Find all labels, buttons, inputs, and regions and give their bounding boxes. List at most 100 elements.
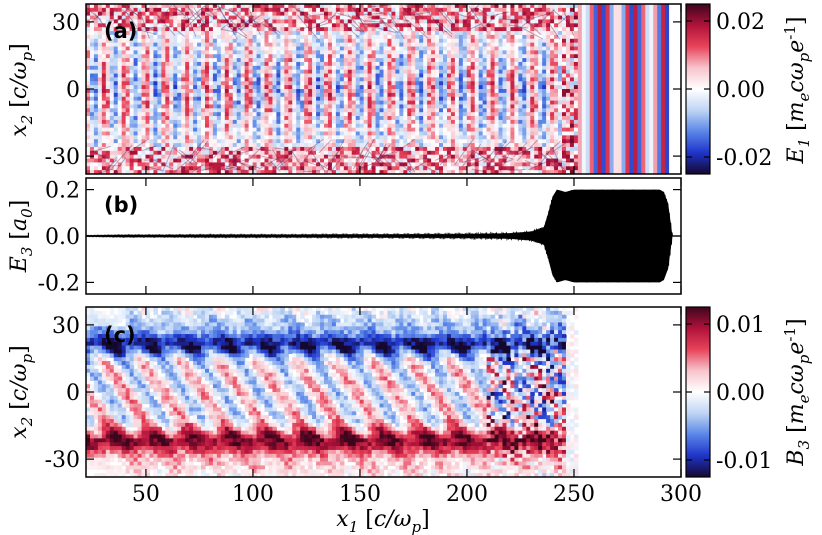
panel-a-cell — [387, 100, 393, 106]
panel-a-cell — [514, 11, 519, 17]
panel-a-cell — [169, 116, 174, 121]
panel-a-cell — [284, 146, 289, 152]
panel-a-cell — [355, 11, 361, 17]
panel-a-cell — [101, 158, 107, 164]
panel-a-cell — [530, 170, 535, 174]
panel-a-cell — [327, 4, 333, 9]
panel-a-cell — [244, 54, 250, 59]
panel-a-cell — [284, 23, 289, 28]
panel-a-cell — [312, 112, 317, 117]
panel-a-cell — [331, 166, 337, 171]
panel-a-cell — [383, 69, 389, 75]
panel-a-cell — [260, 119, 266, 125]
panel-a-cell — [268, 11, 274, 17]
panel-a-cell — [518, 100, 523, 106]
panel-a-cell — [526, 58, 531, 63]
panel-a-cell — [137, 166, 143, 171]
panel-a-cell — [268, 42, 274, 48]
panel-a-cell — [351, 50, 357, 55]
panel-a-cell — [486, 81, 492, 86]
panel-a-cell — [113, 92, 119, 98]
panel-a-cell — [355, 15, 361, 21]
panel-a-cell — [367, 69, 373, 75]
panel-a-cell — [534, 23, 539, 28]
panel-a-cell — [117, 119, 123, 125]
panel-a-cell — [177, 96, 182, 102]
panel-a-cell — [371, 104, 377, 109]
panel-a-cell — [288, 158, 293, 164]
panel-a-cell — [145, 54, 151, 59]
panel-a-cell — [454, 50, 460, 55]
panel-a-cell — [518, 73, 523, 79]
panel-a-cell — [264, 89, 270, 94]
panel-a-cell — [169, 73, 174, 79]
panel-a-cell — [240, 46, 246, 51]
panel-a-cell — [284, 19, 289, 24]
panel-a-cell — [300, 131, 305, 136]
panel-a-cell — [86, 27, 91, 32]
panel-a-cell — [407, 23, 412, 28]
panel-a-cell — [193, 89, 198, 94]
panel-a-cell — [450, 65, 456, 71]
panel-a-cell — [478, 23, 484, 28]
panel-a-cell — [212, 65, 218, 71]
panel-a-cell — [105, 127, 111, 133]
panel-a-cell — [506, 143, 512, 148]
panel-a-cell — [443, 77, 448, 82]
panel-a-cell — [427, 92, 432, 98]
panel-a-cell — [355, 170, 361, 174]
panel-a-cell — [169, 46, 174, 51]
panel-a-cell — [109, 54, 115, 59]
panel-a-cell — [371, 69, 377, 75]
panel-a-cell — [169, 170, 174, 174]
panel-a-cell — [450, 131, 456, 136]
panel-a-cell — [113, 7, 119, 13]
panel-a-cell — [498, 131, 504, 136]
panel-a-cell — [232, 158, 238, 164]
panel-a-cell — [296, 54, 301, 59]
panel-a-cell — [363, 154, 369, 160]
panel-a-cell — [367, 154, 373, 160]
panel-a-cell — [518, 119, 523, 125]
panel-a-cell — [177, 61, 182, 67]
panel-a-cell — [185, 7, 190, 13]
panel-a-cell — [113, 146, 119, 152]
panel-a-cell — [248, 143, 254, 148]
panel-a-cell — [276, 96, 281, 102]
panel-a-cell — [316, 96, 321, 102]
panel-a-cell — [411, 73, 416, 79]
panel-a-cell — [324, 58, 329, 63]
panel-a-cell — [498, 38, 504, 44]
panel-a-cell — [109, 34, 115, 40]
panel-a-cell — [359, 11, 365, 17]
panel-a-cell — [89, 123, 95, 129]
panel-a-cell — [443, 46, 448, 51]
panel-a-cell — [427, 58, 432, 63]
panel-a-cell — [93, 127, 99, 133]
panel-a-cell — [514, 158, 519, 164]
panel-a-cell — [185, 81, 190, 86]
panel-a-cell — [165, 150, 170, 156]
panel-a-cell — [137, 112, 143, 117]
panel-a-cell — [252, 123, 258, 129]
panel-a-cell — [228, 69, 234, 75]
panel-a-cell — [181, 73, 186, 79]
panel-a-cell — [335, 38, 341, 44]
panel-a-cell — [304, 92, 309, 98]
panel-a-cell — [161, 96, 166, 102]
panel-a-cell — [343, 116, 349, 121]
panel-a-cell — [518, 38, 523, 44]
panel-a-cell — [419, 15, 424, 21]
panel-a-cell — [514, 46, 519, 51]
panel-a-cell — [526, 154, 531, 160]
panel-a-cell — [288, 150, 293, 156]
panel-a-cell — [407, 108, 412, 113]
panel-a-cell — [137, 108, 143, 113]
panel-a-cell — [343, 123, 349, 129]
panel-a-cell — [153, 7, 158, 13]
panel-a-cell — [486, 154, 492, 160]
panel-a-cell — [450, 92, 456, 98]
panel-a-cell — [236, 143, 242, 148]
panel-a-cell — [351, 166, 357, 171]
panel-a-cell — [109, 85, 115, 90]
